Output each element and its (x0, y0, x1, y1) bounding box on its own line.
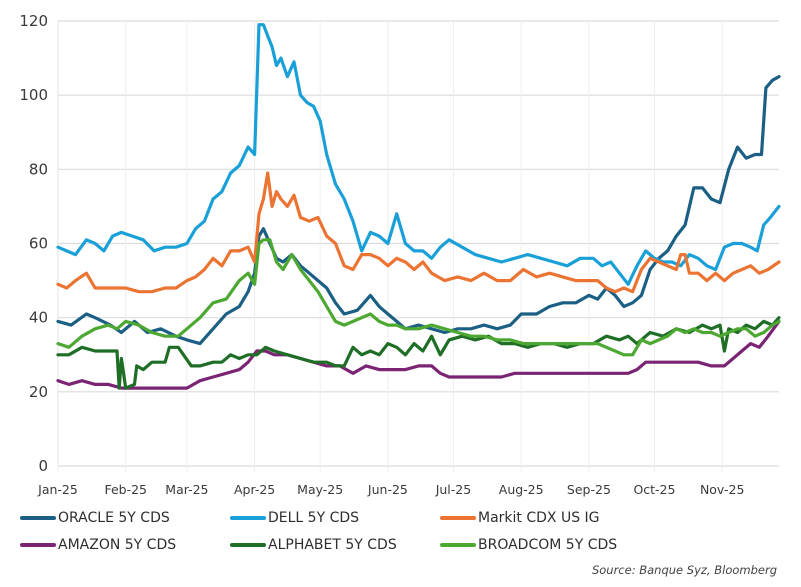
legend-label: BROADCOM 5Y CDS (478, 537, 618, 553)
y-tick-label: 100 (19, 86, 48, 104)
x-tick-label: Mar-25 (165, 482, 208, 497)
legend-label: ORACLE 5Y CDS (58, 510, 170, 526)
x-tick-label: Sep-25 (567, 482, 611, 497)
y-tick-label: 40 (29, 309, 48, 327)
series-line-dell-5y-cds (56, 23, 781, 286)
legend-swatch (440, 543, 476, 547)
legend-item: AMAZON 5Y CDS (20, 537, 176, 553)
x-tick-label: Nov-25 (700, 482, 744, 497)
legend-swatch (230, 543, 266, 547)
series-line-amazon-5y-cds (56, 319, 781, 390)
y-axis: 0 20 40 60 80 100 120 (19, 12, 48, 475)
y-tick-label: 60 (29, 235, 48, 253)
gridlines (57, 20, 779, 472)
legend-swatch (440, 516, 476, 520)
x-tick-label: Jul-25 (435, 482, 472, 497)
legend-label: AMAZON 5Y CDS (58, 537, 177, 553)
series-line-oracle-5y-cds (56, 74, 781, 346)
x-tick-label: Jan-25 (37, 482, 78, 497)
x-tick-label: May-25 (297, 482, 343, 497)
cds-line-chart: 0 20 40 60 80 100 120 Jan-25 Feb-25 Mar-25 Apr-25… (19, 12, 781, 497)
series-lines (56, 23, 781, 390)
legend-swatch (20, 516, 56, 520)
legend-item: DELL 5Y CDS (230, 510, 359, 526)
x-tick-label: Jun-25 (367, 482, 408, 497)
series-line-markit-cdx-us-ig (56, 171, 781, 294)
legend-item: ALPHABET 5Y CDS (230, 537, 397, 553)
x-tick-label: Apr-25 (234, 482, 275, 497)
y-tick-label: 20 (29, 383, 48, 401)
x-axis: Jan-25 Feb-25 Mar-25 Apr-25 May-25 Jun-25 Jul-… (37, 482, 744, 497)
x-tick-label: Feb-25 (104, 482, 147, 497)
series-line-broadcom-5y-cds (56, 238, 781, 357)
legend-item: ORACLE 5Y CDS (20, 510, 170, 526)
x-tick-label: Aug-25 (499, 482, 544, 497)
legend-label: ALPHABET 5Y CDS (268, 537, 397, 553)
source-note: Source: Banque Syz, Bloomberg (591, 563, 777, 577)
y-tick-label: 120 (19, 12, 48, 30)
legend-item: Markit CDX US IG (440, 510, 600, 526)
y-tick-label: 80 (29, 160, 48, 178)
legend-swatch (230, 516, 266, 520)
legend-label: Markit CDX US IG (478, 510, 600, 526)
y-tick-label: 0 (38, 457, 48, 475)
x-tick-label: Oct-25 (633, 482, 675, 497)
legend-item: BROADCOM 5Y CDS (440, 537, 617, 553)
legend-label: DELL 5Y CDS (268, 510, 360, 526)
legend-swatch (20, 543, 56, 547)
